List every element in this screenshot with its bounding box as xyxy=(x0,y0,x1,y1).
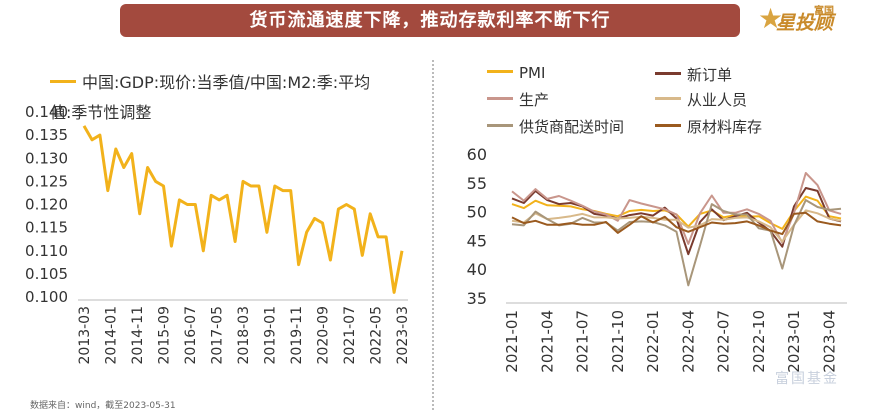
series-line-employment xyxy=(511,209,842,243)
legend-item: 生产 xyxy=(487,89,549,110)
series-line-gdp-m2 xyxy=(82,125,404,294)
y-tick-label: 0.115 xyxy=(25,219,68,237)
y-tick-label: 35 xyxy=(467,289,487,308)
y-tick-label: 0.125 xyxy=(25,172,68,190)
logo-small-text: 富国 xyxy=(814,6,834,17)
y-tick-label: 0.135 xyxy=(25,126,68,144)
x-tick-label: 2022-10 xyxy=(750,310,768,373)
watermark: 富国基金 xyxy=(775,371,839,387)
x-tick-label: 2014-01 xyxy=(104,306,120,365)
title-banner: 货币流通速度下降，推动存款利率不断下行 xyxy=(120,4,740,37)
legend-item: 原材料库存 xyxy=(655,116,762,137)
x-tick-label: 2020-09 xyxy=(316,306,332,365)
x-tick-label: 2017-05 xyxy=(210,306,226,365)
x-tick-label: 2022-07 xyxy=(715,310,733,373)
x-tick-label: 2016-07 xyxy=(183,306,199,365)
legend-item: 从业人员 xyxy=(655,89,747,110)
brand-logo: ★ 富国 星投顾 xyxy=(752,2,862,40)
source-footnote: 数据来自：wind，截至2023-05-31 xyxy=(30,401,176,411)
x-tick-label: 2021-01 xyxy=(503,310,521,373)
legend-swatch xyxy=(655,97,681,100)
legend-swatch xyxy=(50,80,76,83)
x-tick-label: 2022-05 xyxy=(369,306,385,365)
legend-swatch xyxy=(487,97,513,100)
y-tick-label: 45 xyxy=(467,231,487,250)
y-tick-label: 50 xyxy=(467,203,487,222)
y-tick-label: 0.130 xyxy=(25,149,68,167)
legend-swatch xyxy=(487,124,513,127)
series-line-production xyxy=(511,172,842,245)
logo-big-text: 星投顾 xyxy=(776,12,834,34)
left-chart: 0.140 0.135 0.130 0.125 0.120 0.115 0.110 0.105… xyxy=(25,103,411,365)
legend-item: 新订单 xyxy=(655,64,732,85)
left-legend-line1: 中国:GDP:现价:当季值/中国:M2:季:平均 xyxy=(82,73,371,92)
x-tick-label: 2021-04 xyxy=(538,310,556,373)
x-tick-label: 2019-01 xyxy=(263,306,279,365)
legend-swatch xyxy=(655,124,681,127)
x-tick-label: 2019-11 xyxy=(289,306,305,365)
x-tick-label: 2021-10 xyxy=(609,310,627,373)
legend-label: 生产 xyxy=(519,91,550,109)
chart-divider xyxy=(432,60,434,410)
x-tick-label: 2023-01 xyxy=(785,310,803,373)
legend-label: 从业人员 xyxy=(687,91,748,109)
y-tick-label: 0.120 xyxy=(25,196,68,214)
legend-swatch xyxy=(655,72,681,75)
y-tick-label: 0.100 xyxy=(25,288,68,306)
series-line-raw-inventory xyxy=(511,211,842,236)
x-tick-label: 2023-03 xyxy=(395,306,411,365)
legend-label: PMI xyxy=(519,64,546,82)
x-tick-label: 2018-03 xyxy=(236,306,252,365)
y-tick-label: 60 xyxy=(467,145,487,164)
x-tick-label: 2021-07 xyxy=(342,306,358,365)
left-legend-line2: 值:季节性调整 xyxy=(50,103,152,122)
x-tick-label: 2014-11 xyxy=(130,306,146,365)
left-chart-legend: 中国:GDP:现价:当季值/中国:M2:季:平均 值:季节性调整 xyxy=(50,68,430,128)
x-tick-label: 2022-01 xyxy=(644,310,662,373)
x-tick-label: 2015-09 xyxy=(157,306,173,365)
y-tick-label: 55 xyxy=(467,174,487,193)
y-tick-label: 40 xyxy=(467,260,487,279)
y-tick-label: 0.105 xyxy=(25,265,68,283)
legend-label: 供货商配送时间 xyxy=(519,118,625,136)
legend-label: 原材料库存 xyxy=(687,118,763,136)
legend-swatch xyxy=(487,70,513,73)
x-tick-label: 2013-03 xyxy=(77,306,93,365)
page-title: 货币流通速度下降，推动存款利率不断下行 xyxy=(249,10,611,31)
legend-label: 新订单 xyxy=(687,66,733,84)
x-tick-label: 2021-07 xyxy=(574,310,592,373)
y-tick-label: 0.140 xyxy=(25,103,68,121)
x-tick-label: 2023-04 xyxy=(820,310,838,373)
legend-item: 供货商配送时间 xyxy=(487,116,624,137)
star-icon: ★ xyxy=(758,2,784,35)
x-tick-label: 2022-04 xyxy=(679,310,697,373)
y-tick-label: 0.110 xyxy=(25,242,68,260)
legend-item: PMI xyxy=(487,64,545,82)
